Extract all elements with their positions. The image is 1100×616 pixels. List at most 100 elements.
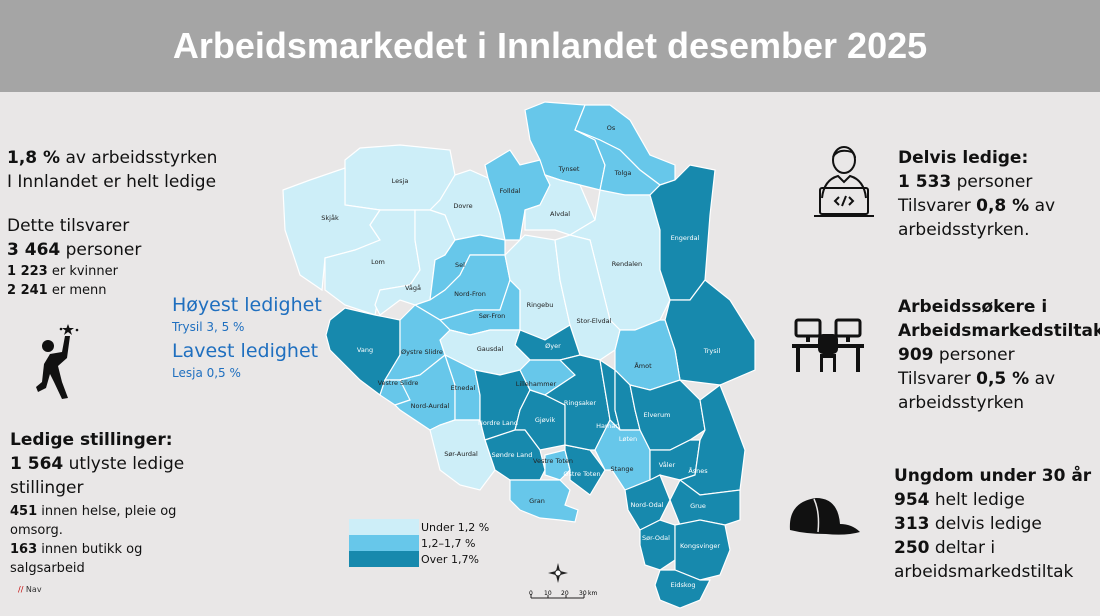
partial-unemployed: Delvis ledige: 1 533 personer Tilsvarer … [898, 146, 1088, 242]
partial-value: 1 533 [898, 172, 952, 192]
municipality-label: Elverum [644, 411, 671, 419]
persons-value: 3 464 [7, 240, 61, 260]
legend-item: Over 1,7% [349, 551, 489, 567]
municipality-label: Eidskog [670, 581, 695, 589]
municipality-label: Lesja [392, 177, 409, 185]
retail-value: 163 [10, 542, 38, 557]
high-low-panel: Høyest ledighet Trysil 3, 5 % Lavest led… [172, 293, 322, 383]
municipality-gran [509, 479, 579, 523]
municipality-label: Gjøvik [535, 416, 555, 424]
municipality-label: Hamar [596, 422, 618, 430]
scale-tick: 10 [544, 590, 552, 597]
nav-text: Nav [23, 585, 42, 594]
rate-value: 1,8 % [7, 148, 61, 168]
municipality-label: Nord-Aurdal [411, 402, 450, 410]
municipality-label: Tolga [614, 169, 632, 177]
compass-icon [548, 563, 568, 583]
vacancies-text: utlyste ledige stillinger [10, 454, 185, 498]
measures-value: 909 [898, 345, 934, 365]
municipality-kongsvinger [674, 519, 731, 581]
municipality-label: Gran [529, 497, 545, 505]
municipality-label: Sør-Aurdal [444, 450, 478, 458]
measures-share-pre: Tilsvarer [898, 369, 977, 389]
municipality-label: Søndre Land [492, 451, 533, 459]
municipality-label: Dovre [453, 202, 472, 210]
legend-label: 1,2–1,7 % [421, 536, 476, 550]
municipality-label: Sør-Fron [479, 312, 506, 320]
nav-logo: // Nav [18, 585, 42, 594]
municipality-label: Stor-Elvdal [577, 317, 612, 325]
municipality-label: Kongsvinger [680, 542, 720, 550]
partial-share-post: av arbeidsstyrken. [898, 196, 1056, 240]
labour-market-measures: Arbeidssøkere i Arbeidsmarkedstiltak: 90… [898, 295, 1100, 415]
legend-item: 1,2–1,7 % [349, 535, 489, 551]
municipality-alvdal [524, 173, 596, 236]
vacancies-value: 1 564 [10, 454, 64, 474]
person-laptop-icon [814, 146, 874, 217]
lowest-title: Lavest ledighet [172, 340, 319, 362]
workstation-icon [792, 318, 864, 372]
municipality-label: Os [607, 124, 616, 132]
municipality-label: Engerdal [671, 234, 700, 242]
municipality-eidskog [654, 569, 711, 609]
legend-label: Over 1,7% [421, 552, 479, 566]
municipality-label: Gausdal [477, 345, 504, 353]
vacancies-title: Ledige stillinger: [10, 430, 173, 450]
youth-summary: Ungdom under 30 år 954 helt ledige 313 d… [894, 464, 1094, 584]
municipality-label: Åsnes [688, 466, 708, 475]
municipality-label: Sel [455, 261, 465, 269]
measures-share: 0,5 % [976, 369, 1030, 389]
municipality-sør-odal [639, 519, 676, 571]
legend-label: Under 1,2 % [421, 520, 490, 534]
equiv-label: Dette tilsvarer [7, 216, 130, 236]
youth-title: Ungdom under 30 år [894, 466, 1092, 486]
men-value: 2 241 [7, 283, 48, 298]
municipality-label: Folldal [499, 187, 520, 195]
scale-tick: 30 [579, 590, 587, 597]
youth-unemployed-text: helt ledige [929, 490, 1025, 510]
partial-title: Delvis ledige: [898, 148, 1029, 168]
nav-mark: // [18, 585, 24, 594]
municipality-label: Rendalen [612, 260, 642, 268]
youth-measures-text: deltar i arbeidsmarkedstiltak [894, 538, 1074, 582]
municipality-label: Lom [371, 258, 385, 266]
municipality-label: Sør-Odal [642, 534, 670, 542]
jumping-person-icon [36, 324, 79, 399]
health-value: 451 [10, 504, 38, 519]
measures-share-post: av arbeidsstyrken [898, 369, 1056, 413]
unemployment-summary: 1,8 % av arbeidsstyrken I Innlandet er h… [7, 146, 247, 300]
legend-item: Under 1,2 % [349, 519, 489, 535]
municipality-label: Nord-Odal [630, 501, 663, 509]
municipality-label: Tynset [558, 165, 580, 173]
scale-bar: 0 10 20 30 km [529, 590, 597, 599]
municipality-østre-toten [564, 444, 606, 496]
legend-swatch [349, 535, 419, 551]
municipality-vågå [374, 209, 456, 316]
lowest-value: Lesja 0,5 % [172, 366, 241, 380]
municipality-label: Vang [357, 346, 373, 354]
women-value: 1 223 [7, 264, 48, 279]
municipality-label: Åmot [634, 361, 652, 370]
municipality-label: Nordre Land [478, 419, 518, 427]
municipality-label: Alvdal [550, 210, 570, 218]
youth-measures-value: 250 [894, 538, 930, 558]
municipality-vestre-toten [544, 449, 571, 481]
municipality-label: Nord-Fron [454, 290, 486, 298]
measures-title: Arbeidssøkere i Arbeidsmarkedstiltak: [898, 297, 1100, 341]
municipality-label: Løten [619, 435, 637, 443]
health-text: innen helse, pleie og omsorg. [10, 504, 177, 538]
persons-text: personer [60, 240, 142, 260]
municipality-label: Østre Toten [563, 470, 600, 478]
municipality-label: Grue [690, 502, 706, 510]
youth-unemployed-value: 954 [894, 490, 930, 510]
scale-tick: 20 [561, 590, 569, 597]
partial-text: personer [951, 172, 1033, 192]
partial-share-pre: Tilsvarer [898, 196, 977, 216]
municipality-label: Ringsaker [564, 399, 596, 407]
municipality-label: Vestre Slidre [378, 379, 419, 387]
header: Arbeidsmarkedet i Innlandet desember 202… [0, 0, 1100, 92]
highest-value: Trysil 3, 5 % [172, 320, 245, 334]
municipality-label: Skjåk [321, 213, 339, 222]
measures-text: personer [933, 345, 1015, 365]
